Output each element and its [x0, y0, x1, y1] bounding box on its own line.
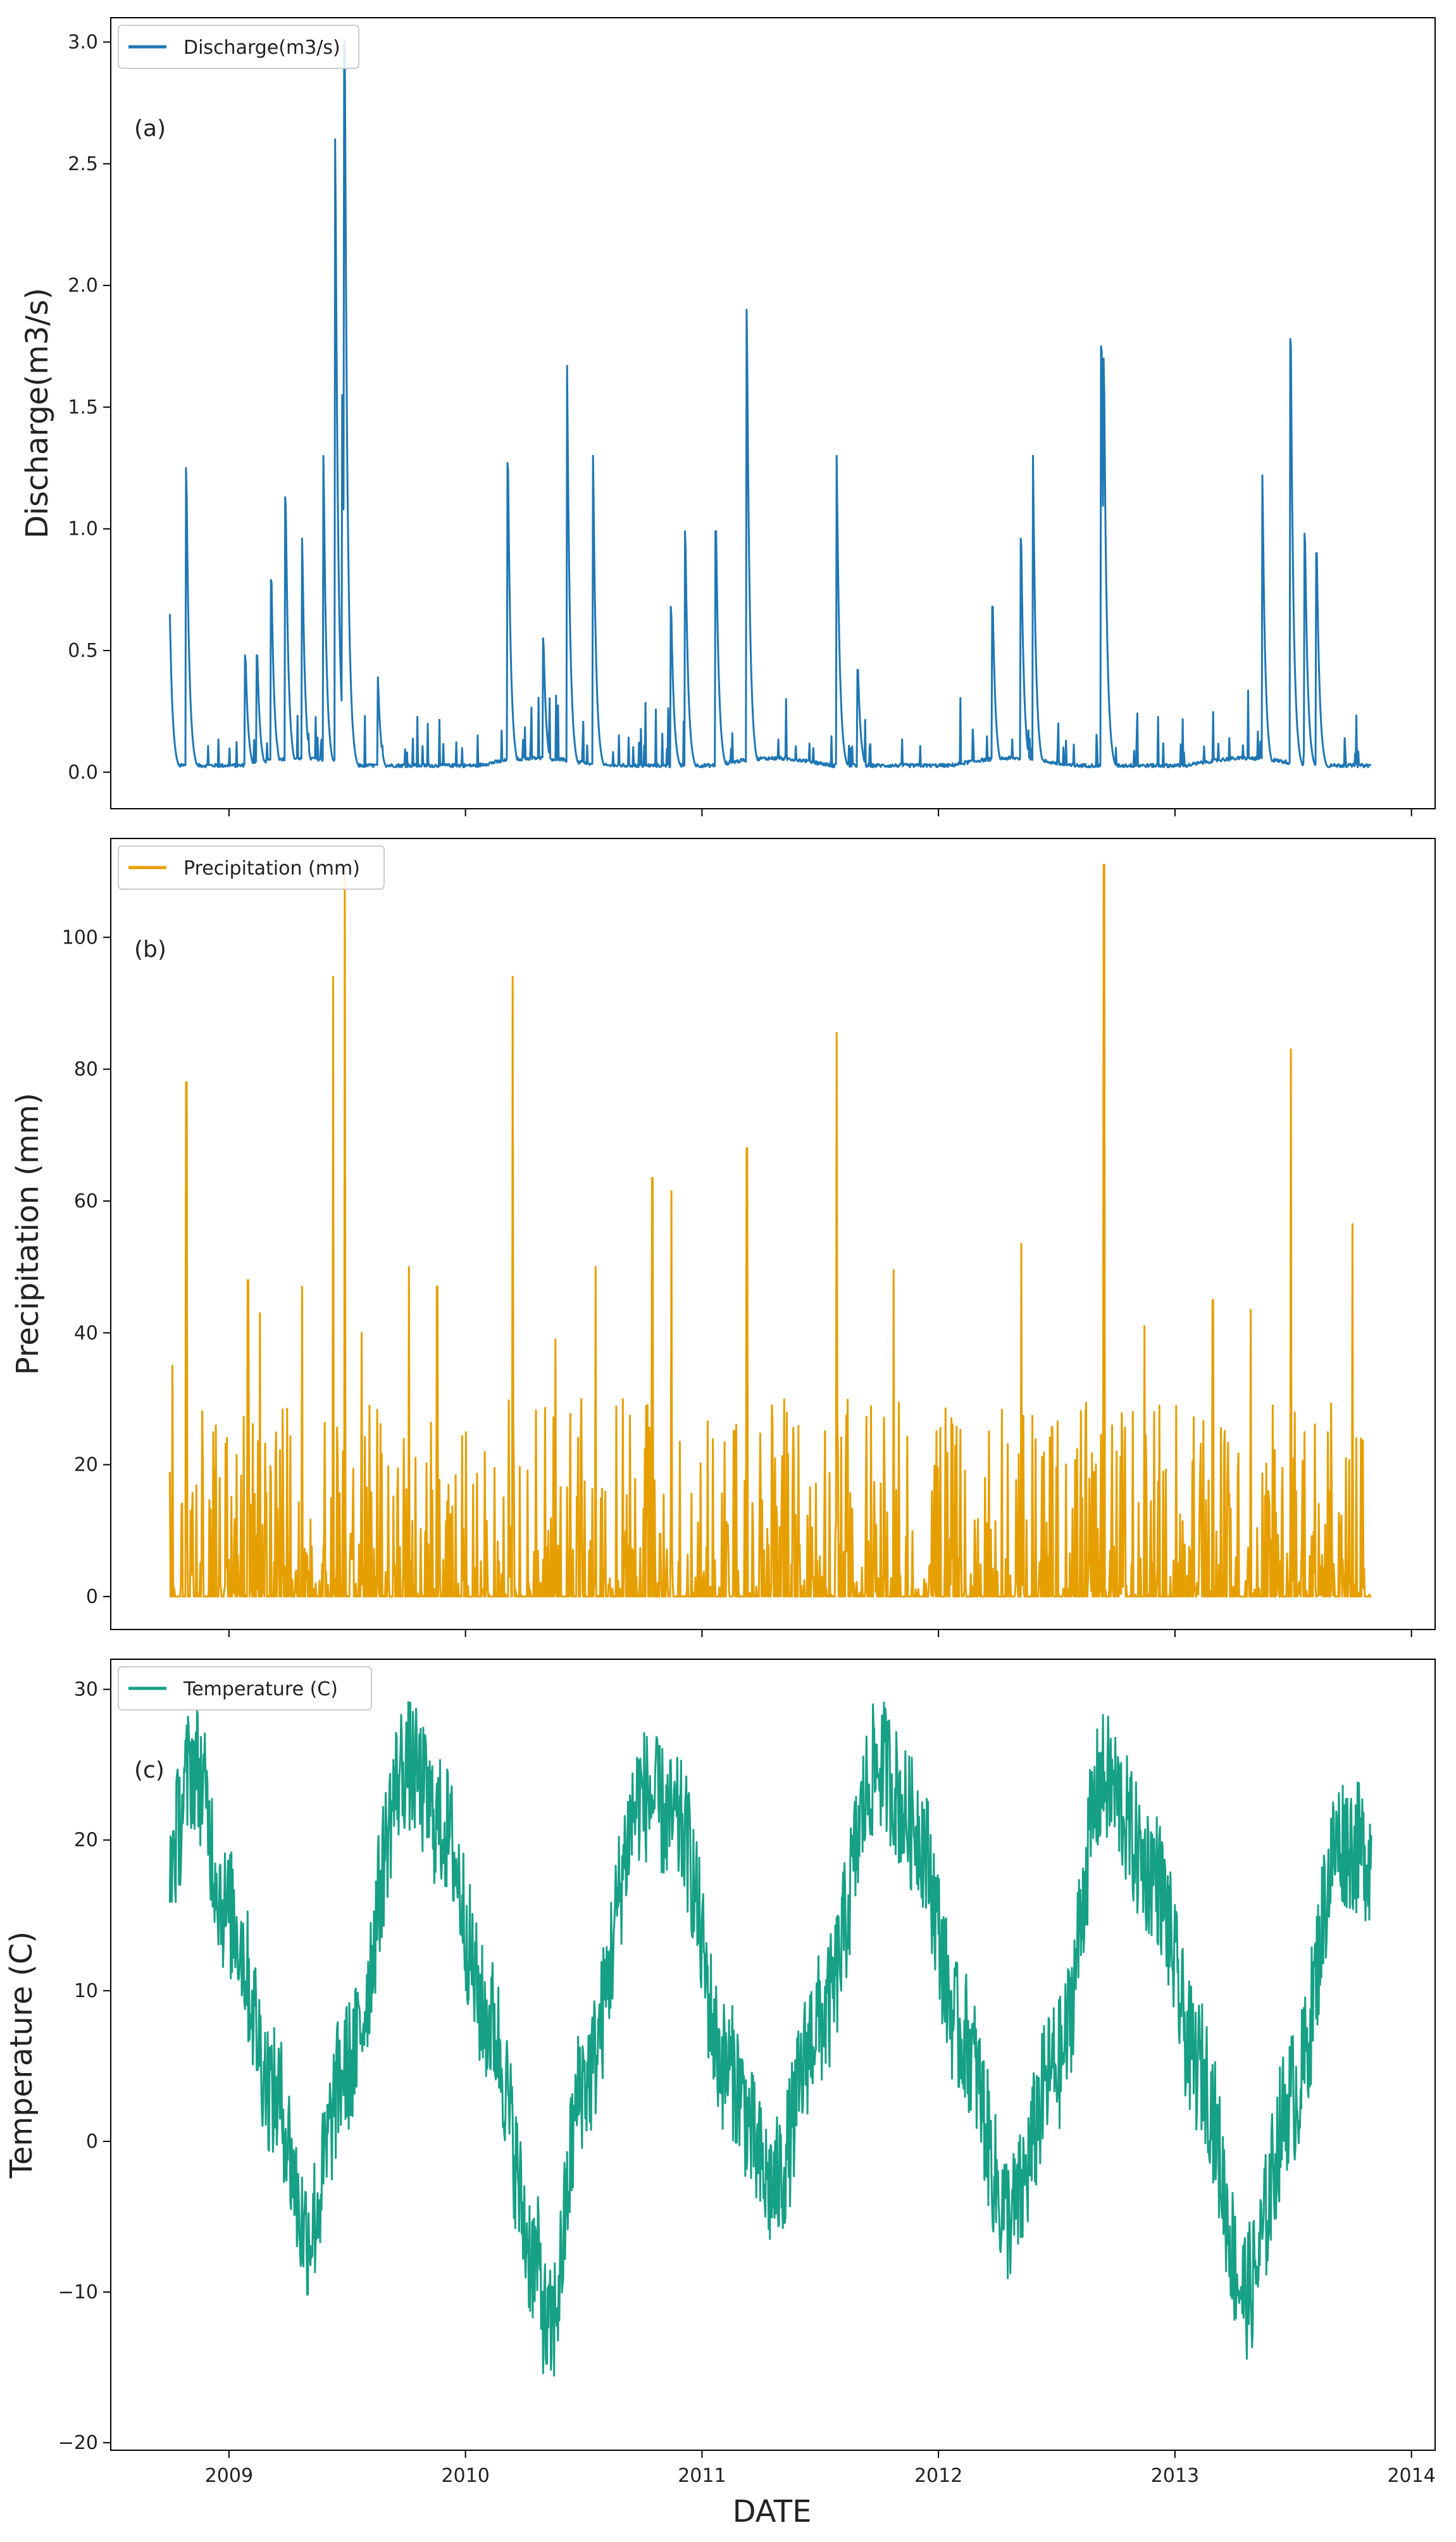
- y-tick-label: 10: [74, 1980, 98, 2002]
- panel-temperature: −20 −10 0 10 20 30 2009 2010 2011 2012 2013 2014 T…: [4, 1659, 1436, 2487]
- legend-label: Temperature (C): [183, 1678, 338, 1700]
- y-ticks: 0.0 0.5 1.0 1.5 2.0 2.5 3.0: [68, 31, 111, 783]
- x-ticks: [228, 809, 1412, 816]
- panel-tag: (c): [134, 1757, 165, 1783]
- y-tick-label: 60: [74, 1190, 98, 1212]
- y-tick-label: 80: [74, 1059, 98, 1081]
- y-tick-label: 1.5: [68, 396, 98, 418]
- y-tick-label: 0.0: [68, 761, 98, 783]
- x-tick-label: 2013: [1151, 2465, 1199, 2487]
- x-axis-label: DATE: [733, 2494, 812, 2529]
- y-tick-label: 1.0: [68, 518, 98, 540]
- x-ticks: [228, 1629, 1412, 1637]
- y-tick-label: 30: [74, 1679, 98, 1701]
- y-tick-label: 0: [86, 1586, 98, 1608]
- legend: Discharge(m3/s): [118, 25, 359, 69]
- y-tick-label: 3.0: [68, 31, 98, 53]
- y-tick-label: 0: [86, 2131, 98, 2153]
- legend-box: [118, 1666, 372, 1710]
- x-tick-label: 2012: [914, 2465, 962, 2487]
- x-tick-label: 2011: [678, 2465, 726, 2487]
- legend-box: [118, 845, 385, 890]
- series-line: [168, 41, 1372, 769]
- y-tick-label: 2.5: [68, 153, 98, 175]
- panel-discharge: 0.0 0.5 1.0 1.5 2.0 2.5 3.0 Discharge(m3/s) (a…: [20, 17, 1436, 816]
- y-tick-label: −20: [58, 2432, 98, 2454]
- y-tick-label: −10: [58, 2281, 98, 2303]
- plot-frame: [110, 838, 1436, 1630]
- y-tick-label: 20: [74, 1454, 98, 1476]
- plot-frame: [110, 17, 1436, 809]
- legend: Precipitation (mm): [118, 845, 385, 890]
- panel-tag: (a): [134, 116, 166, 142]
- y-tick-label: 40: [74, 1322, 98, 1344]
- x-ticks: 2009 2010 2011 2012 2013 2014: [205, 2450, 1436, 2487]
- series-line: [168, 864, 1372, 1598]
- x-tick-label: 2009: [205, 2465, 253, 2487]
- legend-box: [118, 25, 359, 69]
- panel-precipitation: 0 20 40 60 80 100 Precipitation (mm) (b) Prec…: [10, 838, 1436, 1637]
- y-axis-label: Precipitation (mm): [10, 1093, 46, 1375]
- y-tick-label: 100: [62, 926, 98, 949]
- y-tick-label: 20: [74, 1829, 98, 1852]
- y-ticks: 0 20 40 60 80 100: [62, 926, 111, 1608]
- series-line: [168, 1701, 1372, 2377]
- y-axis-label: Temperature (C): [4, 1931, 39, 2179]
- y-tick-label: 2.0: [68, 275, 98, 297]
- x-tick-label: 2010: [441, 2465, 489, 2487]
- legend: Temperature (C): [118, 1666, 372, 1710]
- y-ticks: −20 −10 0 10 20 30: [58, 1679, 111, 2454]
- legend-label: Discharge(m3/s): [184, 37, 340, 59]
- y-axis-label: Discharge(m3/s): [20, 288, 55, 539]
- plot-frame: [110, 1659, 1436, 2451]
- y-tick-label: 0.5: [68, 640, 98, 662]
- legend-label: Precipitation (mm): [184, 857, 360, 880]
- panel-tag: (b): [134, 937, 166, 963]
- x-tick-label: 2014: [1387, 2465, 1435, 2487]
